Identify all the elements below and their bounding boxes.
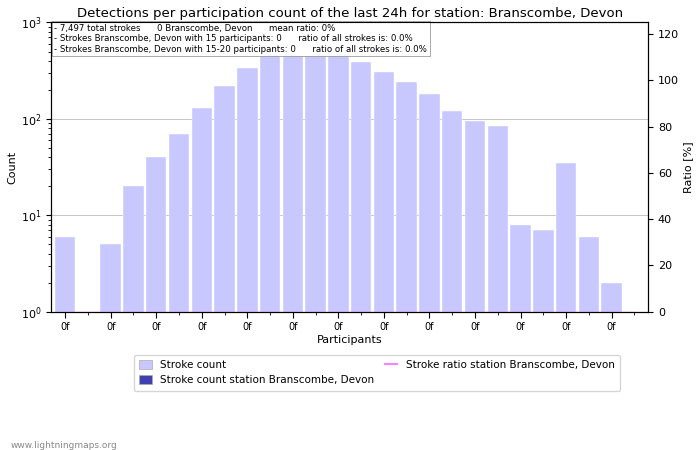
- Bar: [487, 126, 508, 450]
- Bar: [100, 244, 121, 450]
- Legend: Stroke count, Stroke count station Branscombe, Devon, Stroke ratio station Brans: Stroke count, Stroke count station Brans…: [134, 355, 620, 391]
- Bar: [305, 52, 326, 450]
- Bar: [396, 82, 417, 450]
- Bar: [328, 55, 349, 450]
- Bar: [55, 237, 76, 450]
- Bar: [192, 108, 212, 450]
- Text: - 7,497 total strokes      0 Branscombe, Devon      mean ratio: 0%
- Strokes Bra: - 7,497 total strokes 0 Branscombe, Devo…: [55, 24, 427, 54]
- Bar: [510, 225, 531, 450]
- Bar: [579, 237, 599, 450]
- Bar: [169, 134, 189, 450]
- Bar: [419, 94, 440, 450]
- Bar: [374, 72, 394, 450]
- X-axis label: Participants: Participants: [317, 335, 383, 345]
- Bar: [283, 49, 303, 450]
- Text: www.lightningmaps.org: www.lightningmaps.org: [10, 441, 118, 450]
- Bar: [442, 111, 463, 450]
- Bar: [465, 121, 485, 450]
- Bar: [624, 312, 645, 450]
- Bar: [556, 163, 576, 450]
- Bar: [237, 68, 258, 450]
- Bar: [214, 86, 234, 450]
- Bar: [123, 186, 144, 450]
- Y-axis label: Ratio [%]: Ratio [%]: [683, 141, 693, 193]
- Y-axis label: Count: Count: [7, 151, 17, 184]
- Bar: [351, 62, 372, 450]
- Bar: [260, 54, 280, 450]
- Title: Detections per participation count of the last 24h for station: Branscombe, Devo: Detections per participation count of th…: [77, 7, 623, 20]
- Bar: [146, 157, 167, 450]
- Bar: [78, 312, 98, 450]
- Bar: [533, 230, 554, 450]
- Bar: [601, 283, 622, 450]
